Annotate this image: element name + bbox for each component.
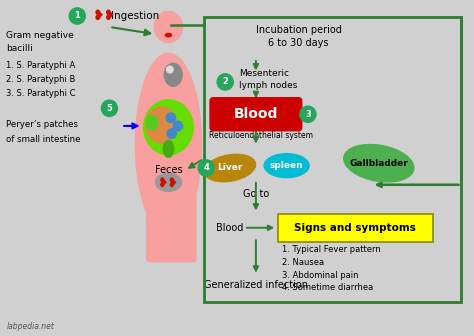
Ellipse shape [144, 100, 193, 155]
Text: Reticuloendothelial system: Reticuloendothelial system [209, 131, 313, 140]
FancyBboxPatch shape [210, 98, 302, 131]
Text: Ingestion: Ingestion [111, 11, 160, 21]
Text: bacilli: bacilli [6, 44, 33, 53]
Circle shape [166, 113, 175, 123]
Circle shape [198, 160, 214, 176]
Ellipse shape [344, 144, 414, 182]
Text: of small intestine: of small intestine [6, 135, 81, 144]
Text: labpedia.net: labpedia.net [6, 322, 54, 331]
FancyBboxPatch shape [170, 194, 196, 262]
FancyBboxPatch shape [278, 214, 433, 242]
Text: Peryer’s patches: Peryer’s patches [6, 121, 78, 129]
Text: 3. Abdominal pain: 3. Abdominal pain [282, 270, 358, 280]
Ellipse shape [155, 11, 182, 43]
Text: 4. Sometime diarrhea: 4. Sometime diarrhea [282, 284, 373, 292]
Text: Incubation period
6 to 30 days: Incubation period 6 to 30 days [255, 25, 341, 48]
Text: Feces: Feces [155, 165, 182, 175]
Ellipse shape [136, 53, 201, 235]
Text: 1: 1 [74, 11, 80, 20]
Text: 5: 5 [107, 104, 112, 113]
Text: 2. S. Paratyphi B: 2. S. Paratyphi B [6, 75, 76, 84]
Ellipse shape [155, 173, 182, 192]
Circle shape [101, 100, 118, 116]
Circle shape [173, 121, 182, 131]
Circle shape [300, 106, 316, 122]
Circle shape [217, 74, 233, 90]
Ellipse shape [146, 116, 158, 130]
Text: 2: 2 [222, 78, 228, 86]
Text: Signs and symptoms: Signs and symptoms [294, 223, 416, 233]
Circle shape [69, 8, 85, 24]
Text: Mesenteric
lymph nodes: Mesenteric lymph nodes [239, 69, 298, 90]
Circle shape [167, 129, 176, 138]
Text: Blood: Blood [216, 223, 244, 233]
Ellipse shape [166, 66, 173, 73]
Text: 3. S. Paratyphi C: 3. S. Paratyphi C [6, 89, 76, 98]
Text: 1. Typical Fever pattern: 1. Typical Fever pattern [282, 245, 381, 254]
Text: 3: 3 [305, 110, 311, 119]
Text: Liver: Liver [217, 164, 243, 172]
Ellipse shape [164, 63, 182, 86]
Ellipse shape [264, 154, 309, 177]
Text: ❥❥: ❥❥ [93, 9, 116, 23]
Text: Gram negative: Gram negative [6, 31, 74, 40]
Text: ❥❥: ❥❥ [158, 177, 179, 190]
Text: Go to: Go to [243, 189, 269, 199]
Ellipse shape [163, 140, 173, 157]
Ellipse shape [204, 154, 255, 182]
Text: Gallbladder: Gallbladder [349, 159, 408, 168]
FancyBboxPatch shape [147, 194, 172, 262]
Ellipse shape [165, 34, 172, 37]
Text: 1. S. Paratyphi A: 1. S. Paratyphi A [6, 61, 76, 70]
Ellipse shape [146, 107, 177, 143]
Text: Blood: Blood [234, 107, 278, 121]
Text: 2. Nausea: 2. Nausea [282, 258, 324, 267]
Text: 4: 4 [203, 164, 209, 172]
Text: spleen: spleen [270, 161, 303, 170]
Text: Generalized infection: Generalized infection [204, 280, 308, 290]
